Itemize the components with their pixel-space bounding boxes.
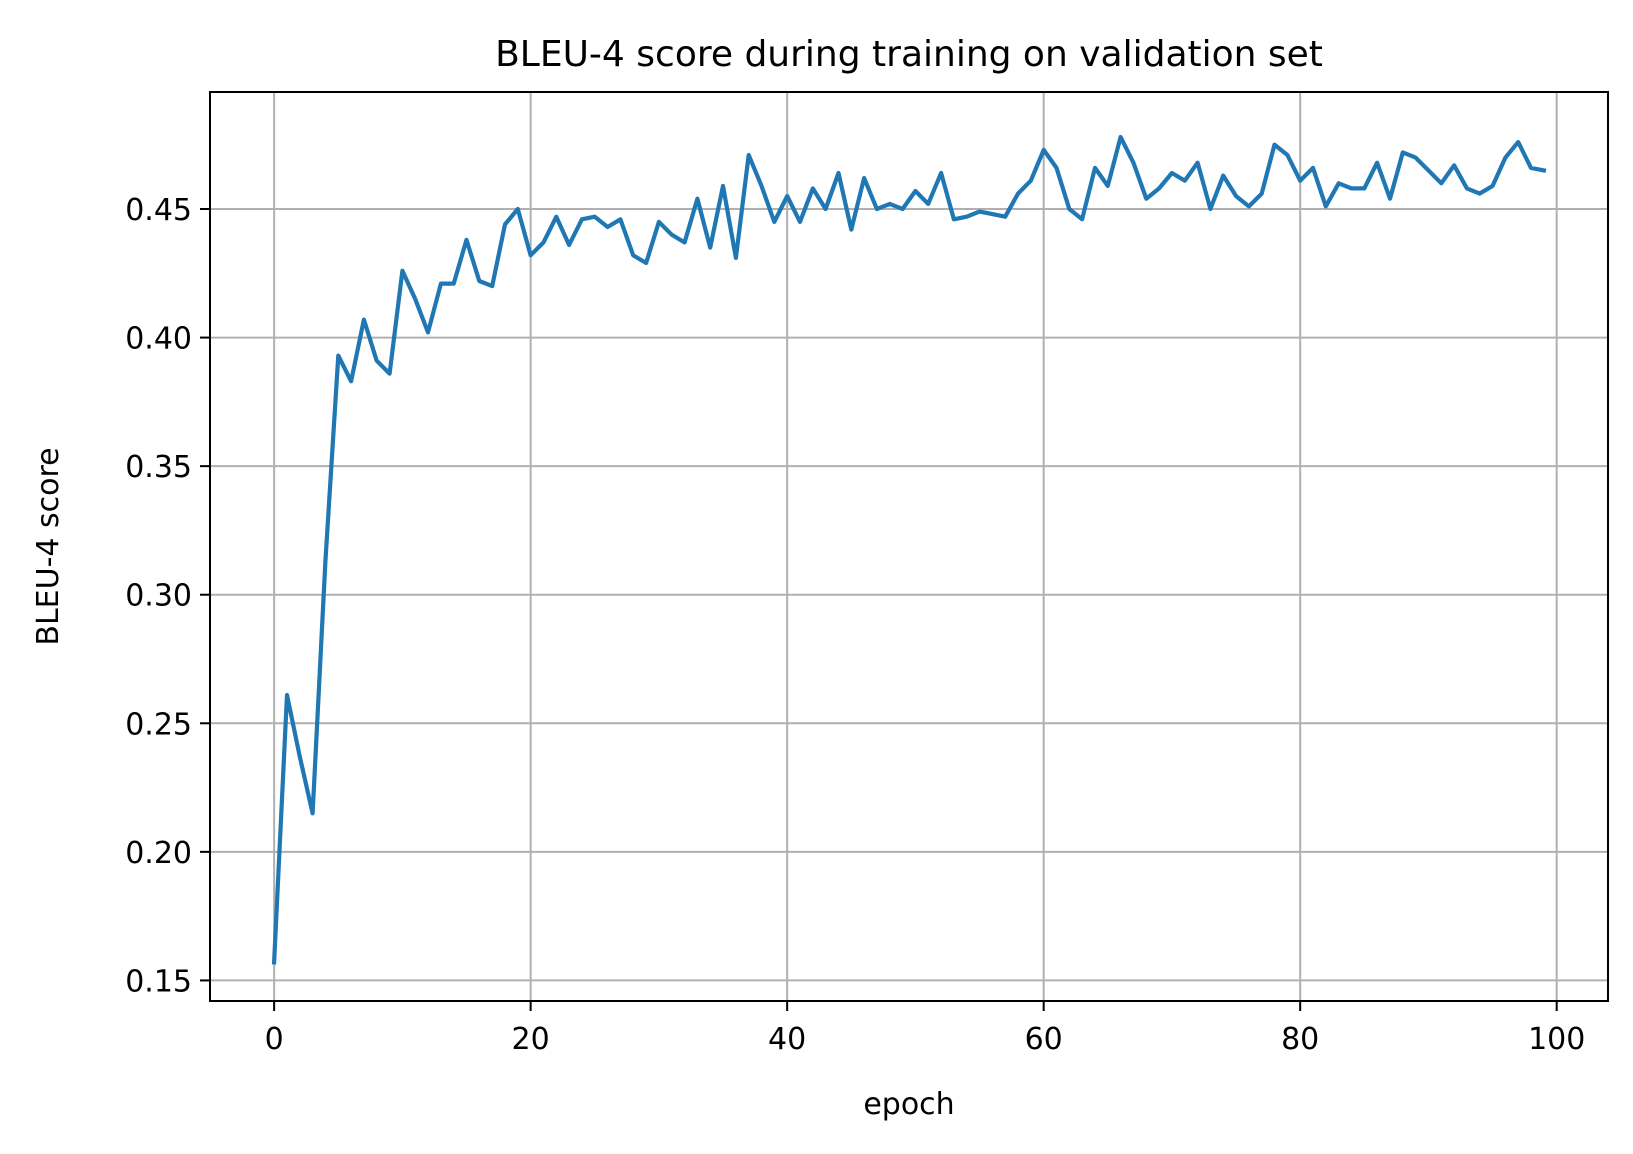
y-tick-label: 0.30 [125, 579, 192, 614]
x-tick-label: 80 [1281, 1022, 1319, 1057]
grid [210, 92, 1608, 1001]
y-tick-label: 0.40 [125, 322, 192, 357]
x-axis-title: epoch [863, 1087, 954, 1122]
y-tick-label: 0.25 [125, 707, 192, 742]
x-tick-label: 100 [1528, 1022, 1585, 1057]
y-axis-title: BLEU-4 score [31, 447, 66, 645]
series-line-bleu4 [271, 134, 1547, 965]
plot-frame [209, 91, 1609, 1002]
x-tick-label: 60 [1025, 1022, 1063, 1057]
ticks: 0 20 40 60 80 100 0.15 0.20 0.25 0.30 0.35 0.40 0.45 [125, 193, 1585, 1057]
x-tick-label: 0 [265, 1022, 284, 1057]
y-tick-label: 0.20 [125, 836, 192, 871]
x-tick-label: 40 [768, 1022, 806, 1057]
y-tick-label: 0.45 [125, 193, 192, 228]
y-tick-label: 0.35 [125, 450, 192, 485]
x-tick-label: 20 [512, 1022, 550, 1057]
y-tick-label: 0.15 [125, 964, 192, 999]
chart-title: BLEU-4 score during training on validati… [495, 34, 1323, 75]
